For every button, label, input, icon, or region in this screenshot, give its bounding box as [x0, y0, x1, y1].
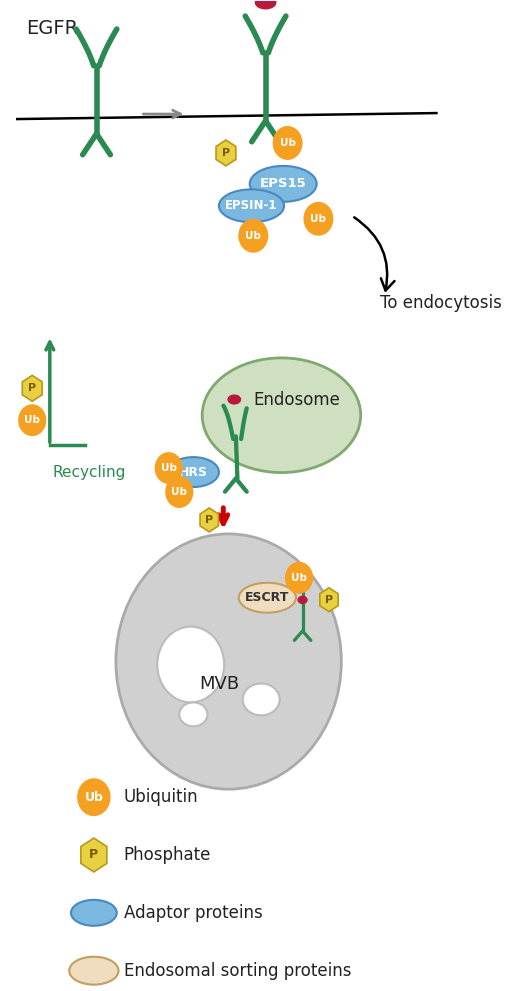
Ellipse shape	[239, 583, 296, 612]
Text: P: P	[222, 148, 230, 158]
Circle shape	[238, 219, 268, 253]
Ellipse shape	[219, 189, 284, 222]
Text: P: P	[325, 595, 333, 605]
Ellipse shape	[228, 395, 241, 404]
Ellipse shape	[71, 900, 117, 926]
Ellipse shape	[179, 703, 207, 726]
Circle shape	[116, 534, 342, 789]
Text: Ub: Ub	[245, 231, 261, 241]
Circle shape	[18, 404, 46, 436]
Text: Ub: Ub	[291, 573, 307, 583]
Polygon shape	[23, 376, 42, 401]
Text: P: P	[28, 384, 36, 393]
Text: Endosome: Endosome	[253, 391, 340, 409]
Text: P: P	[205, 515, 214, 525]
Text: Endosomal sorting proteins: Endosomal sorting proteins	[124, 961, 351, 980]
Text: Ubiquitin: Ubiquitin	[124, 788, 199, 806]
Circle shape	[285, 562, 313, 594]
Text: Ub: Ub	[161, 463, 177, 473]
Polygon shape	[200, 508, 219, 532]
Text: To endocytosis: To endocytosis	[380, 293, 502, 311]
Text: HRS: HRS	[179, 466, 208, 479]
FancyArrowPatch shape	[354, 217, 395, 290]
Ellipse shape	[69, 956, 118, 985]
Text: Ub: Ub	[280, 138, 295, 148]
Ellipse shape	[168, 457, 219, 487]
Ellipse shape	[255, 0, 276, 9]
Ellipse shape	[202, 358, 360, 473]
Text: Recycling: Recycling	[52, 465, 126, 480]
Text: EGFR: EGFR	[26, 20, 78, 39]
Text: Ub: Ub	[172, 487, 187, 497]
Text: EPS15: EPS15	[260, 177, 307, 190]
Text: Ub: Ub	[310, 214, 327, 224]
Circle shape	[157, 626, 224, 703]
Text: MVB: MVB	[200, 676, 240, 694]
Ellipse shape	[243, 684, 280, 716]
Circle shape	[155, 452, 183, 484]
Circle shape	[77, 778, 111, 817]
Text: Adaptor proteins: Adaptor proteins	[124, 904, 263, 922]
Ellipse shape	[250, 165, 316, 202]
Text: P: P	[89, 848, 98, 861]
Polygon shape	[81, 838, 107, 872]
Circle shape	[165, 476, 194, 508]
Text: EPSIN-1: EPSIN-1	[225, 199, 278, 212]
Circle shape	[304, 202, 333, 236]
Ellipse shape	[298, 597, 307, 604]
Text: Phosphate: Phosphate	[124, 846, 211, 864]
Polygon shape	[216, 140, 236, 165]
Polygon shape	[320, 588, 338, 611]
Text: Ub: Ub	[24, 415, 40, 425]
Circle shape	[272, 126, 303, 160]
Text: Ub: Ub	[84, 791, 103, 804]
Text: ESCRT: ESCRT	[245, 592, 289, 605]
